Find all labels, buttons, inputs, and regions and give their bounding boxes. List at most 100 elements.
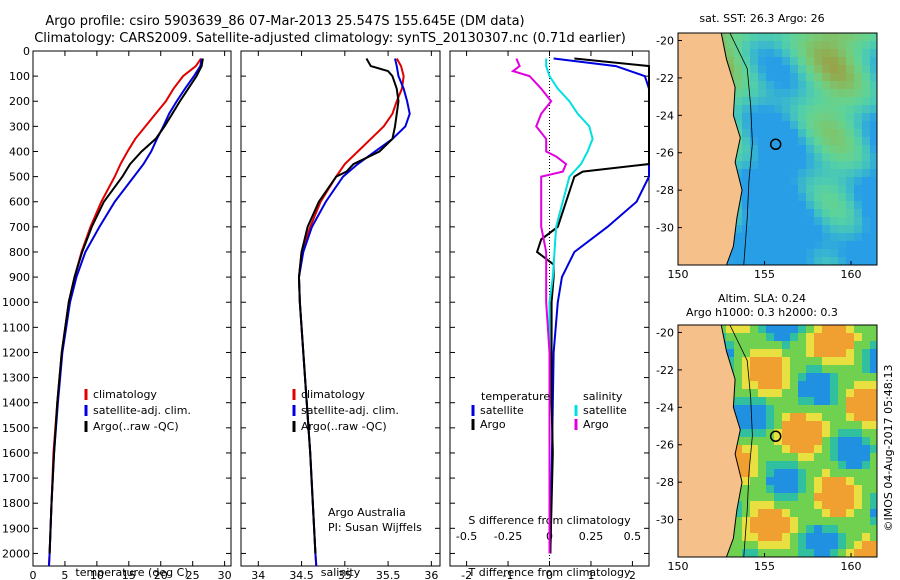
map-cell (830, 41, 838, 49)
map-cell (766, 65, 774, 73)
map-cell (790, 121, 798, 129)
map-cell (814, 89, 822, 97)
map-cell (814, 41, 822, 49)
map-cell (846, 129, 854, 137)
map-cell (806, 421, 814, 429)
map-cell (790, 177, 798, 185)
map-cell (846, 549, 854, 557)
map-cell (862, 461, 870, 469)
map-cell (814, 397, 822, 405)
map-cell (822, 525, 830, 533)
map-cell (798, 525, 806, 533)
map-cell (774, 333, 782, 341)
map-cell (854, 405, 862, 413)
map-cell (846, 41, 854, 49)
map-cell (766, 193, 774, 201)
map-cell (822, 41, 830, 49)
map-cell (742, 341, 750, 349)
map-cell (742, 469, 750, 477)
argo-float-marker (769, 430, 782, 443)
map-cell (782, 381, 790, 389)
map-cell (830, 145, 838, 153)
y-tick-label: 200 (9, 95, 30, 108)
map-cell (862, 413, 870, 421)
map-cell (806, 509, 814, 517)
map-cell (854, 469, 862, 477)
map-cell (758, 121, 766, 129)
map-cell (742, 41, 750, 49)
map-cell (750, 509, 758, 517)
map-cell (814, 169, 822, 177)
map-cell (838, 405, 846, 413)
x-tick-label: 0 (546, 569, 553, 580)
map-cell (806, 137, 814, 145)
legend-label: salinity (583, 390, 623, 403)
map-cell (758, 113, 766, 121)
map-cell (806, 169, 814, 177)
map-cell (814, 453, 822, 461)
x-tick-label: 160 (841, 268, 862, 281)
map-cell (806, 477, 814, 485)
map-cell (838, 325, 846, 333)
map-cell (822, 357, 830, 365)
map-cell (766, 421, 774, 429)
map-cell (806, 413, 814, 421)
map-cell (814, 405, 822, 413)
map-cell (862, 333, 870, 341)
map-cell (838, 349, 846, 357)
map-cell (870, 209, 877, 217)
map-cell (790, 49, 798, 57)
map-cell (726, 65, 734, 73)
map-cell (862, 549, 870, 557)
map-cell (846, 501, 854, 509)
map-cell (870, 357, 877, 365)
map-cell (790, 477, 798, 485)
map-cell (782, 193, 790, 201)
map-cell (854, 493, 862, 501)
map-cell (758, 461, 766, 469)
map-cell (870, 49, 877, 57)
map-cell (846, 241, 854, 249)
map-cell (798, 193, 806, 201)
map-cell (734, 105, 742, 113)
map-cell (750, 57, 758, 65)
map-cell (774, 373, 782, 381)
map-cell (830, 217, 838, 225)
map-cell (846, 525, 854, 533)
map-cell (782, 405, 790, 413)
map-cell (838, 193, 846, 201)
map-cell (806, 517, 814, 525)
map-cell (838, 161, 846, 169)
map-cell (766, 541, 774, 549)
map-cell (758, 137, 766, 145)
map-cell (742, 413, 750, 421)
map-cell (734, 413, 742, 421)
map-cell (734, 541, 742, 549)
map-cell (854, 525, 862, 533)
map-cell (830, 445, 838, 453)
map-cell (806, 549, 814, 557)
map-cell (734, 57, 742, 65)
map-cell (742, 225, 750, 233)
map-cell (774, 209, 782, 217)
map-cell (822, 397, 830, 405)
map-cell (854, 357, 862, 365)
map-cell (846, 161, 854, 169)
map-cell (734, 153, 742, 161)
map-cell (838, 509, 846, 517)
map-cell (798, 153, 806, 161)
map-cell (774, 357, 782, 365)
map-cell (742, 169, 750, 177)
map-cell (846, 57, 854, 65)
map-cell (846, 97, 854, 105)
map-cell (798, 405, 806, 413)
legend-label: climatology (301, 388, 365, 401)
map-cell (830, 49, 838, 57)
map-cell (846, 461, 854, 469)
map-cell (846, 105, 854, 113)
map-cell (822, 217, 830, 225)
map-cell (774, 381, 782, 389)
map-cell (774, 365, 782, 373)
map-cell (798, 257, 806, 265)
map-cell (838, 249, 846, 257)
